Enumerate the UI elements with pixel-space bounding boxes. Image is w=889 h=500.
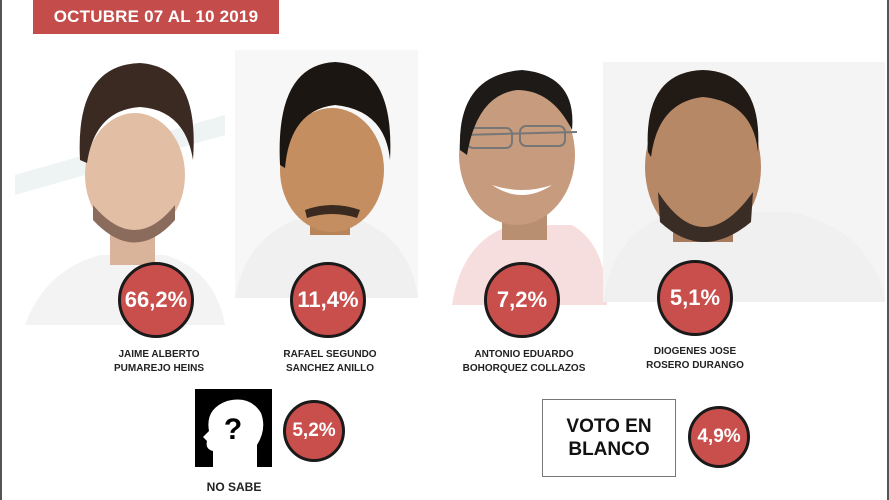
- candidate-name-rosero: DIOGENES JOSE ROSERO DURANGO: [646, 346, 744, 371]
- no-sabe-label: NO SABE: [206, 480, 262, 494]
- percent-badge-no-sabe: 5,2%: [283, 400, 345, 462]
- percent-badge-rosero: 5,1%: [657, 260, 733, 336]
- date-banner: OCTUBRE 07 AL 10 2019: [33, 0, 279, 34]
- person-portrait-icon: [603, 62, 885, 302]
- left-border: [0, 0, 2, 500]
- candidate-photo-sanchez: [235, 50, 418, 298]
- right-border: [887, 0, 889, 500]
- svg-text:?: ?: [224, 413, 242, 446]
- person-portrait-icon: [235, 50, 418, 298]
- percent-badge-bohorquez: 7,2%: [484, 262, 560, 338]
- percent-badge-voto-blanco: 4,9%: [688, 406, 750, 468]
- candidate-name-bohorquez: ANTONIO EDUARDO BOHORQUEZ COLLAZOS: [462, 349, 586, 374]
- candidate-name-pumarejo: JAIME ALBERTO PUMAREJO HEINS: [113, 349, 204, 374]
- percent-badge-sanchez: 11,4%: [290, 262, 366, 338]
- voto-en-blanco-box: VOTO EN BLANCO: [542, 399, 676, 477]
- percent-badge-pumarejo: 66,2%: [118, 262, 194, 338]
- question-head-icon: ?: [195, 389, 272, 467]
- candidate-photo-rosero: [603, 62, 885, 302]
- candidate-name-sanchez: RAFAEL SEGUNDO SANCHEZ ANILLO: [283, 349, 377, 374]
